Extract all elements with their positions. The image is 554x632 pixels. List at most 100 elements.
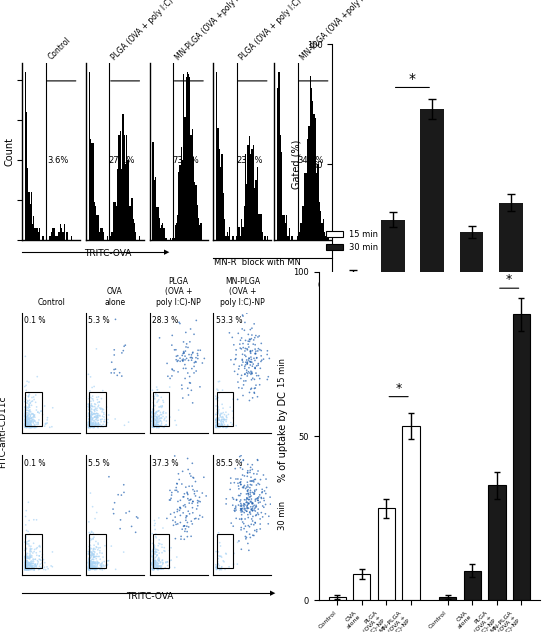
Point <box>24 563 33 573</box>
Point <box>91 420 100 430</box>
Point <box>148 422 157 432</box>
Point <box>20 557 29 568</box>
Point <box>176 502 184 513</box>
Point <box>86 416 95 427</box>
Point <box>90 420 99 430</box>
Point <box>91 514 100 524</box>
Point <box>22 562 30 572</box>
Point <box>30 544 39 554</box>
Point <box>232 474 240 484</box>
Point <box>21 394 30 404</box>
Point <box>153 564 162 574</box>
Point <box>178 348 187 358</box>
Point <box>88 420 97 430</box>
Point <box>237 525 245 535</box>
Point <box>25 402 34 412</box>
Point <box>178 466 187 477</box>
Point <box>90 558 99 568</box>
Point <box>242 526 251 537</box>
Point <box>165 382 174 392</box>
Point <box>114 490 122 500</box>
Point <box>94 557 103 568</box>
Point <box>85 564 94 574</box>
Point <box>22 420 31 430</box>
Point <box>26 561 35 571</box>
Point <box>89 557 98 567</box>
Point <box>28 562 37 573</box>
Point <box>24 565 33 575</box>
Point <box>84 559 93 569</box>
Point <box>25 405 34 415</box>
Point <box>246 489 255 499</box>
Point <box>89 413 98 423</box>
Point <box>88 563 97 573</box>
Point <box>88 419 96 429</box>
Point <box>23 537 32 547</box>
Point <box>236 463 245 473</box>
Point <box>244 339 253 349</box>
Point <box>29 410 38 420</box>
Point <box>23 560 32 570</box>
Point <box>265 353 274 363</box>
Point <box>171 512 179 522</box>
Point <box>220 415 229 425</box>
Point <box>148 420 157 430</box>
Point <box>236 506 245 516</box>
Point <box>47 561 55 571</box>
Point <box>26 559 35 569</box>
Point <box>216 422 225 432</box>
Point <box>24 418 33 428</box>
Point <box>24 563 33 573</box>
Point <box>153 560 162 570</box>
Point <box>212 401 220 411</box>
Point <box>84 420 93 430</box>
Point <box>23 420 32 430</box>
Point <box>153 413 162 423</box>
Point <box>232 354 240 364</box>
Point <box>150 422 159 432</box>
Point <box>185 372 194 382</box>
Point <box>264 519 273 529</box>
Point <box>235 339 244 349</box>
Point <box>90 416 99 426</box>
Point <box>27 413 36 423</box>
Point <box>237 504 246 514</box>
Point <box>24 418 33 428</box>
Point <box>247 480 256 490</box>
Point <box>117 490 126 500</box>
Point <box>22 416 31 426</box>
Point <box>188 496 197 506</box>
Point <box>22 422 31 432</box>
Point <box>85 557 94 568</box>
Point <box>173 504 182 514</box>
Point <box>151 559 160 569</box>
Text: MN-R  block with MN: MN-R block with MN <box>214 258 301 267</box>
Point <box>214 418 223 428</box>
Point <box>84 549 93 559</box>
Point <box>185 509 194 519</box>
Point <box>157 410 166 420</box>
Point <box>86 421 95 431</box>
Point <box>85 559 94 569</box>
Point <box>243 504 252 514</box>
Point <box>188 481 197 491</box>
Point <box>150 563 159 573</box>
Point <box>237 504 245 514</box>
Point <box>212 420 220 430</box>
Point <box>248 361 257 371</box>
Point <box>30 554 39 564</box>
Point <box>148 405 157 415</box>
Point <box>151 401 160 411</box>
Point <box>212 393 221 403</box>
Point <box>181 500 189 510</box>
Point <box>149 421 158 431</box>
Point <box>91 552 100 562</box>
Point <box>40 557 49 568</box>
Point <box>153 562 162 572</box>
Text: 27.1%: 27.1% <box>109 156 135 165</box>
Point <box>23 553 32 563</box>
Point <box>98 420 106 430</box>
Point <box>148 559 157 569</box>
Polygon shape <box>152 71 202 240</box>
Point <box>85 418 94 428</box>
